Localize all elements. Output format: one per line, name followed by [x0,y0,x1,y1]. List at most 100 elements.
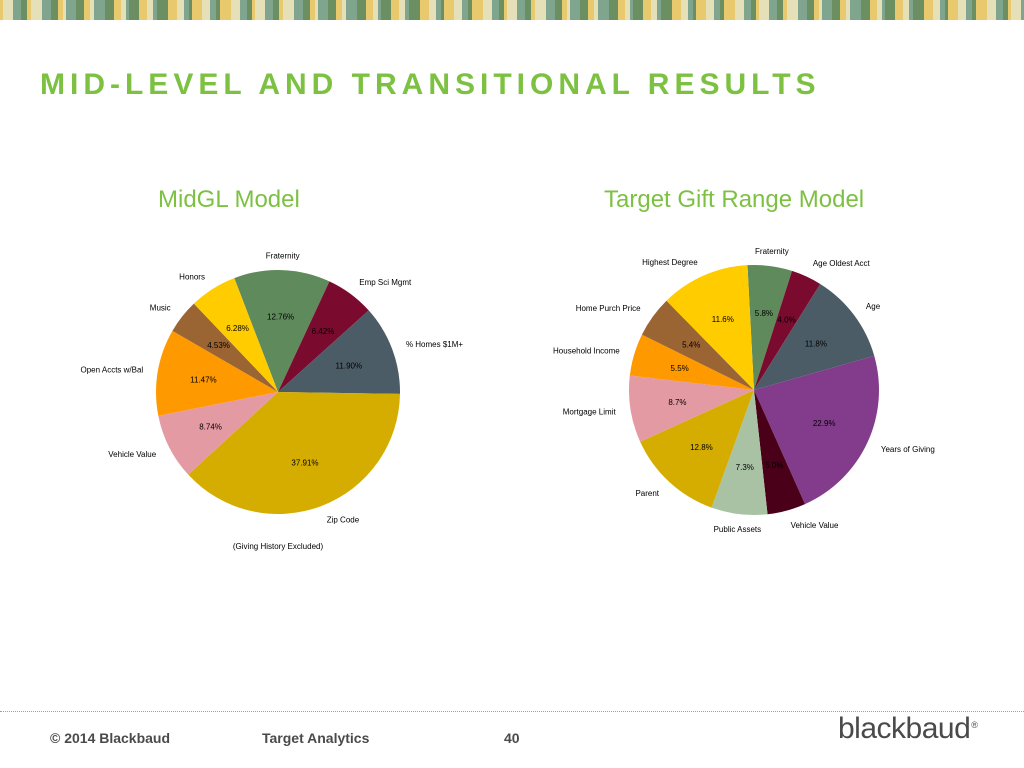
stripe-segment [303,0,310,20]
stripe-segment [231,0,240,20]
stripe-segment [129,0,139,20]
slice-category-label: Mortgage Limit [563,408,617,417]
footer-copyright: © 2014 Blackbaud [50,730,171,746]
stripe-segment [444,0,454,20]
stripe-segment [525,0,531,20]
stripe-segment [147,0,153,20]
stripe-segment [472,0,483,20]
slice-value-label: 7.3% [736,463,754,472]
stripe-segment [310,0,315,20]
slice-value-label: 11.8% [805,339,827,348]
slice-value-label: 6.42% [312,327,335,336]
stripe-segment [580,0,588,20]
pie-slice-public-assets [711,390,768,515]
stripe-segment [643,0,651,20]
stripe-segment [462,0,468,20]
stripe-segment [210,0,216,20]
stripe-segment [531,0,535,20]
stripe-segment [714,0,720,20]
slice-value-label: 5.4% [682,341,700,350]
stripe-segment [877,0,882,20]
stripe-segment [609,0,618,20]
stripe-segment [567,0,570,20]
stripe-segment [315,0,318,20]
stripe-segment [336,0,342,20]
pie-slice-age-oldest-acct [754,270,821,390]
pie-slice-fraternity [234,269,330,392]
stripe-segment [63,0,66,20]
stripe-segment [114,0,121,20]
stripe-segment [1003,0,1008,20]
slice-value-label: 11.90% [336,361,363,370]
footer-page-number: 40 [504,730,520,746]
stripe-segment [1011,0,1021,20]
stripe-segment [177,0,184,20]
pie-slice-years-of-giving [754,355,879,505]
slice-category-label: Public Assets [714,525,762,534]
stripe-segment [420,0,429,20]
stripe-segment [598,0,609,20]
stripe-segment [366,0,373,20]
pie-slice-emp-sci-mgmt [278,281,369,392]
stripe-segment [126,0,129,20]
stripe-segment [948,0,958,20]
stripe-segment [976,0,987,20]
stripe-segment [846,0,850,20]
stripe-segment [819,0,822,20]
pie-slice-parent [640,390,754,508]
stripe-segment [895,0,903,20]
stripe-segment [13,0,21,20]
stripe-segment [27,0,31,20]
stripe-segment [405,0,409,20]
stripe-segment [744,0,751,20]
stripe-segment [987,0,996,20]
stripe-segment [3,0,13,20]
slice-category-label: Household Income [553,346,620,355]
stripe-segment [769,0,777,20]
stripe-segment [681,0,688,20]
stripe-segment [66,0,76,20]
stripe-segment [913,0,924,20]
stripe-segment [436,0,441,20]
pie-slice-vehicle-value [158,392,278,475]
slice-value-label: 11.6% [712,315,734,324]
stripe-segment [822,0,832,20]
stripe-segment [724,0,735,20]
slice-category-label: Music [150,303,171,312]
pie-slice-homes-1m [278,310,400,394]
stripe-segment [706,0,714,20]
stripe-segment [933,0,940,20]
stripe-segment [546,0,555,20]
stripe-segment [759,0,769,20]
stripe-segment [42,0,51,20]
slice-category-label: Fraternity [266,251,300,260]
stripe-segment [807,0,814,20]
stripe-segment [1021,0,1024,20]
footer-section-name: Target Analytics [262,730,370,746]
slice-category-label: Home Purch Price [576,304,641,313]
stripe-segment [157,0,168,20]
stripe-segment [381,0,391,20]
stripe-segment [454,0,462,20]
footer-divider [0,711,1024,712]
stripe-segment [342,0,346,20]
stripe-segment [850,0,861,20]
stripe-segment [696,0,706,20]
stripe-segment [391,0,399,20]
stripe-segment [153,0,157,20]
slice-category-label: Fraternity [755,247,789,256]
stripe-segment [832,0,840,20]
stripe-segment [661,0,672,20]
stripe-segment [220,0,231,20]
stripe-segment [51,0,58,20]
stripe-segment [273,0,279,20]
slice-value-label: 8.7% [668,398,686,407]
pie-slice-age [754,283,875,390]
pie-slice-home-purch-price [641,300,754,390]
stripe-segment [76,0,84,20]
slice-value-label: 5.5% [671,364,689,373]
stripe-segment [672,0,681,20]
stripe-segment [630,0,633,20]
slice-value-label: 8.74% [199,422,222,431]
